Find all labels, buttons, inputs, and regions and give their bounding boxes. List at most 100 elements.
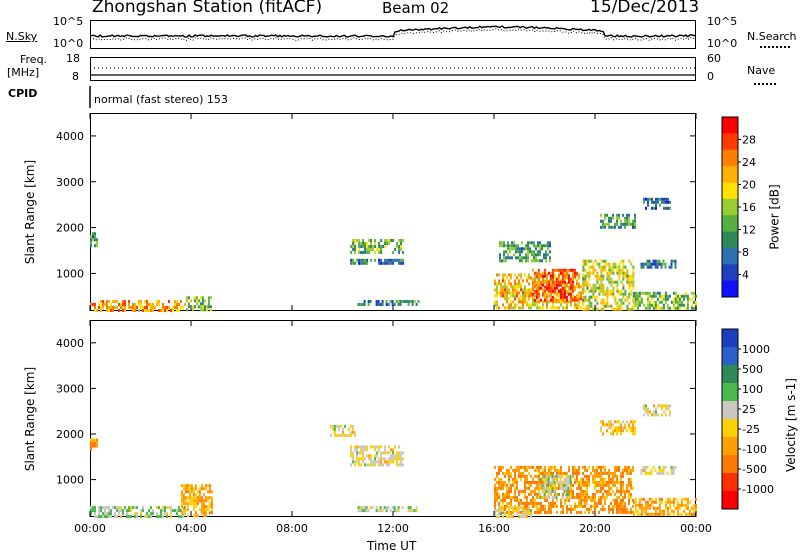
data-cell xyxy=(573,298,576,302)
data-cell xyxy=(94,512,96,516)
data-cell xyxy=(508,282,510,286)
data-cell xyxy=(352,258,355,262)
data-cell xyxy=(592,271,595,275)
data-cell xyxy=(150,303,152,306)
data-cell xyxy=(496,291,498,295)
data-cell xyxy=(376,248,379,251)
data-cell xyxy=(516,291,518,295)
data-cell xyxy=(519,253,521,257)
data-cell xyxy=(106,515,108,519)
data-cell xyxy=(578,510,580,514)
data-cell xyxy=(594,259,597,263)
data-cell xyxy=(622,259,625,263)
data-cell xyxy=(535,256,537,260)
data-cell xyxy=(642,497,645,501)
data-cell xyxy=(555,280,558,284)
data-cell xyxy=(398,445,401,449)
data-cell xyxy=(604,468,606,472)
data-cell xyxy=(578,465,580,469)
data-cell xyxy=(508,474,510,478)
data-cell xyxy=(604,292,607,296)
data-cell xyxy=(104,515,106,519)
data-cell xyxy=(576,471,578,475)
data-cell xyxy=(92,509,94,513)
data-cell xyxy=(616,465,618,469)
data-cell xyxy=(532,489,534,493)
data-cell xyxy=(202,499,205,503)
data-cell xyxy=(389,509,392,513)
data-cell xyxy=(204,511,207,515)
data-cell xyxy=(586,498,588,502)
colorbar-tick-label: 24 xyxy=(742,156,756,169)
data-cell xyxy=(539,280,542,284)
data-cell xyxy=(504,288,506,292)
data-cell xyxy=(537,241,539,245)
data-cell xyxy=(528,512,530,516)
data-cell xyxy=(514,504,516,508)
data-cell xyxy=(520,489,522,493)
data-cell xyxy=(547,493,550,496)
data-cell xyxy=(136,306,138,309)
data-cell xyxy=(142,506,144,510)
data-cell xyxy=(572,492,574,496)
data-cell xyxy=(374,463,377,467)
data-cell xyxy=(578,306,580,310)
data-cell xyxy=(676,303,679,307)
colorbar-swatch xyxy=(722,149,738,167)
data-cell xyxy=(524,509,526,513)
data-cell xyxy=(584,295,587,299)
data-cell xyxy=(553,487,556,490)
data-cell xyxy=(539,274,542,278)
data-cell xyxy=(634,219,636,223)
data-cell xyxy=(588,271,591,275)
data-cell xyxy=(669,404,671,408)
data-cell xyxy=(134,303,136,306)
data-cell xyxy=(618,304,621,308)
data-cell xyxy=(396,451,399,455)
data-cell xyxy=(366,454,369,458)
data-cell xyxy=(381,509,384,513)
data-cell xyxy=(566,285,568,289)
data-cell xyxy=(620,304,623,308)
data-cell xyxy=(686,506,689,510)
data-cell xyxy=(608,510,610,514)
data-cell xyxy=(506,297,508,301)
data-cell xyxy=(588,483,590,487)
data-cell xyxy=(551,487,554,490)
noise-panel xyxy=(90,20,696,49)
data-cell xyxy=(369,506,372,510)
data-cell xyxy=(196,490,199,494)
data-cell xyxy=(504,471,506,475)
data-cell xyxy=(531,286,534,290)
data-cell xyxy=(576,468,578,472)
data-cell xyxy=(522,489,524,493)
data-cell xyxy=(602,301,605,305)
data-cell xyxy=(108,515,110,519)
data-cell xyxy=(560,504,562,508)
data-cell xyxy=(208,496,211,500)
data-cell xyxy=(561,268,564,272)
x-tick-label: 08:00 xyxy=(276,522,308,535)
data-cell xyxy=(610,304,613,308)
data-cell xyxy=(399,300,402,303)
x-tick-label: 16:00 xyxy=(478,522,510,535)
data-cell xyxy=(176,303,178,306)
data-cell xyxy=(361,303,364,306)
data-cell xyxy=(582,265,585,269)
data-cell xyxy=(380,457,383,461)
data-cell xyxy=(594,268,597,272)
data-cell xyxy=(555,277,558,281)
data-cell xyxy=(204,499,207,503)
data-cell xyxy=(351,424,354,428)
data-cell xyxy=(108,512,110,516)
data-cell xyxy=(606,274,609,278)
data-cell xyxy=(630,468,632,472)
noise-search-legend-line xyxy=(760,46,790,48)
y-tick-label: 3000 xyxy=(56,176,84,189)
data-cell xyxy=(205,305,208,309)
data-cell xyxy=(559,289,562,293)
data-cell xyxy=(658,291,661,295)
data-cell xyxy=(634,303,637,307)
data-cell xyxy=(661,404,663,408)
data-cell xyxy=(545,259,547,263)
